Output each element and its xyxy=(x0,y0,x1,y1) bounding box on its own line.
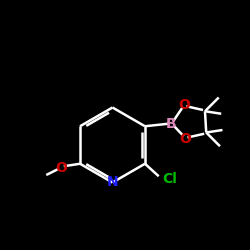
Text: O: O xyxy=(179,132,191,146)
Text: O: O xyxy=(55,160,67,174)
Text: B: B xyxy=(166,117,176,131)
Text: Cl: Cl xyxy=(162,172,177,186)
Text: N: N xyxy=(107,176,118,190)
Text: O: O xyxy=(178,98,190,112)
